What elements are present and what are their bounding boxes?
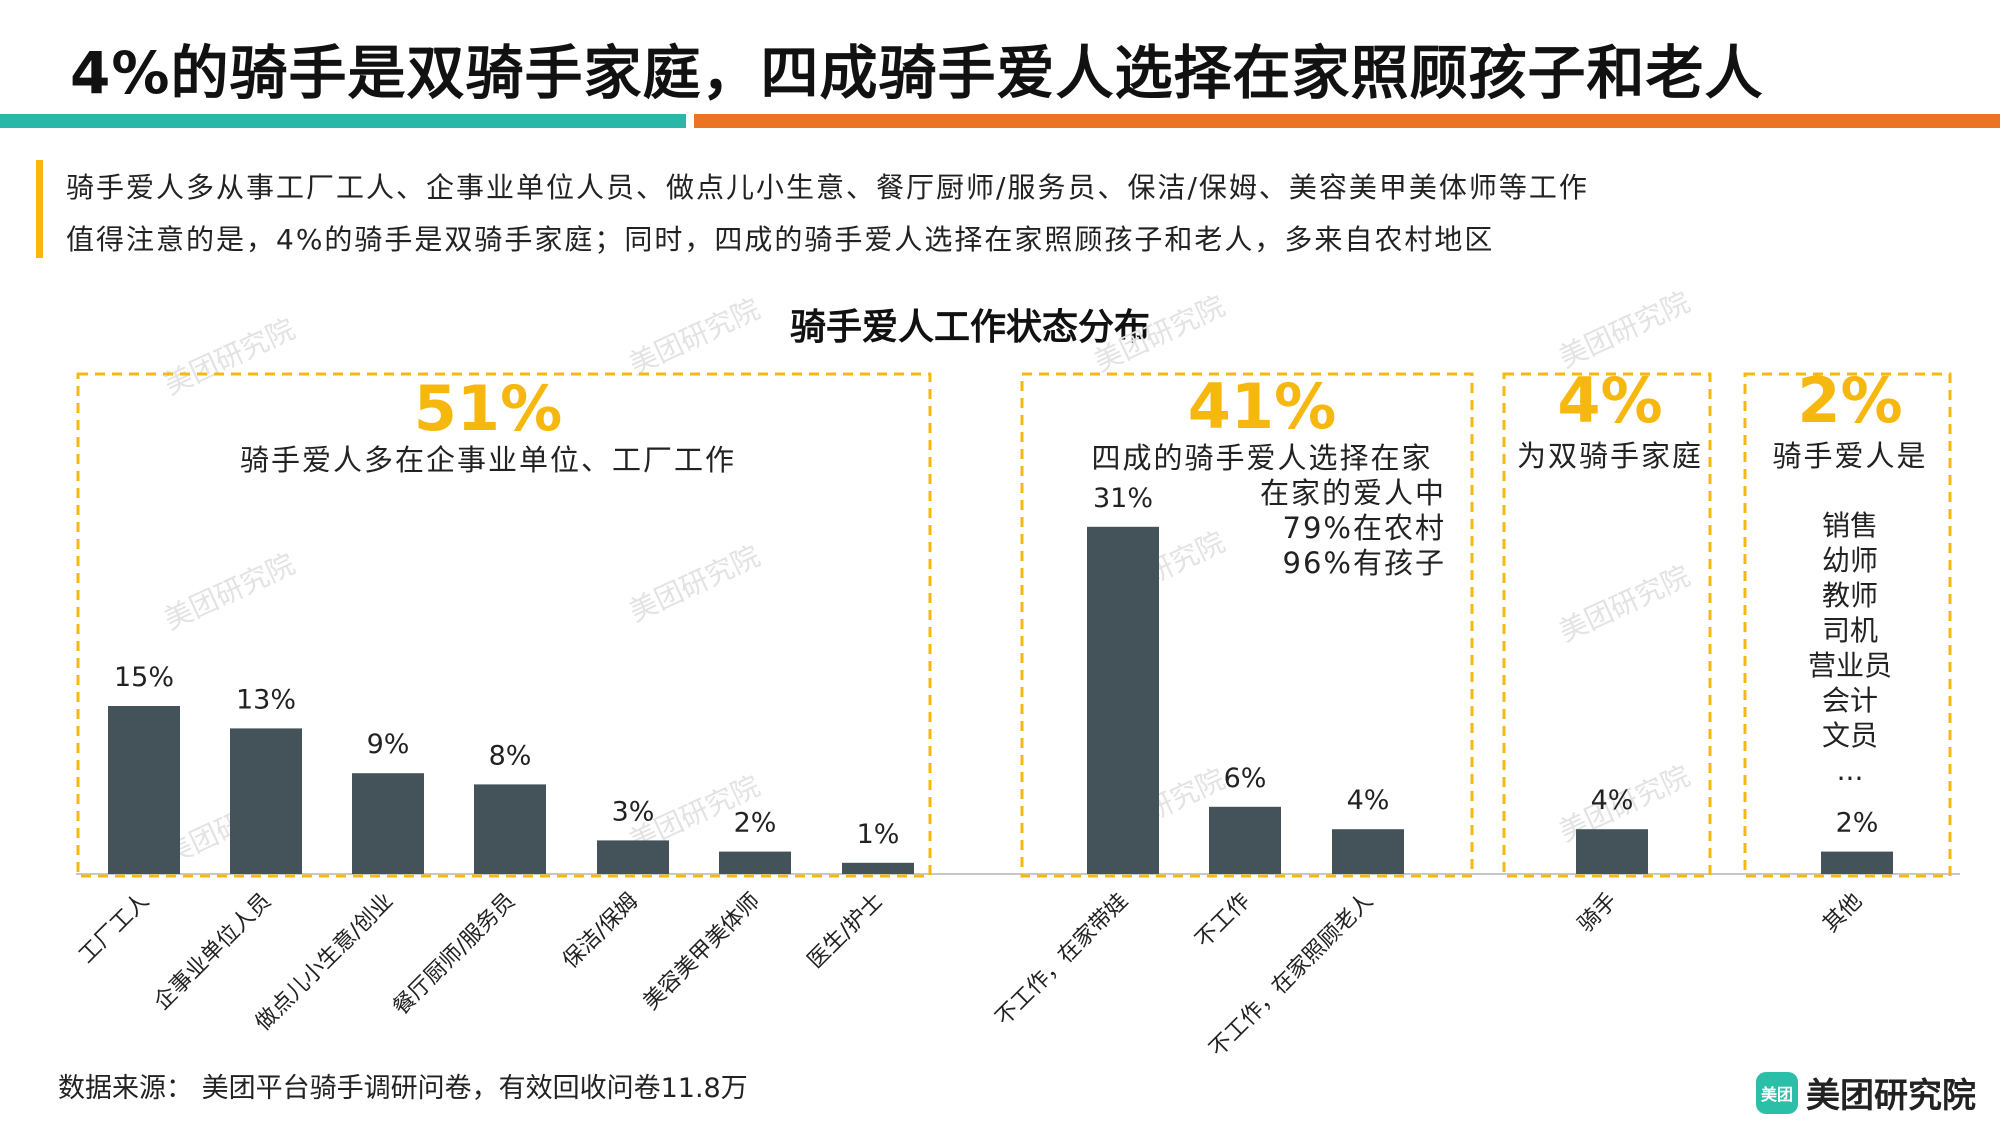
header-band-orange <box>694 114 2000 128</box>
other-job-6: 文员 <box>1822 719 1878 752</box>
data-label-0: 15% <box>114 662 174 693</box>
other-job-7: ... <box>1837 754 1864 787</box>
other-job-1: 幼师 <box>1822 544 1878 577</box>
bar-9 <box>1332 829 1404 874</box>
other-job-4: 营业员 <box>1808 649 1892 682</box>
group-caption-1-1: 在家的爱人中 <box>1260 476 1446 510</box>
category-label-0: 工厂工人 <box>74 889 154 969</box>
data-source: 数据来源： 美团平台骑手调研问卷，有效回收问卷11.8万 <box>58 1073 748 1104</box>
data-label-4: 3% <box>612 796 655 827</box>
bar-0 <box>108 706 180 874</box>
logo-text: 美团研究院 <box>1806 1076 1976 1116</box>
data-label-8: 6% <box>1224 763 1267 794</box>
group-caption-3-0: 骑手爱人是 <box>1772 439 1927 473</box>
bar-6 <box>842 862 914 874</box>
group-caption-1-2: 79%在农村 <box>1283 511 1446 545</box>
bar-10 <box>1576 829 1648 874</box>
category-label-6: 医生/护士 <box>803 889 888 974</box>
group-caption-1-3: 96%有孩子 <box>1283 546 1446 580</box>
group-caption-1-0: 四成的骑手爱人选择在家 <box>1091 441 1432 475</box>
chart-title: 骑手爱人工作状态分布 <box>789 307 1150 348</box>
group-big-value-0: 51% <box>414 372 562 445</box>
data-label-2: 9% <box>367 729 410 760</box>
data-label-7: 31% <box>1093 483 1153 514</box>
category-label-4: 保洁/保姆 <box>558 889 643 974</box>
watermark-text-2: 美团研究院 <box>1089 289 1230 378</box>
category-label-3: 餐厅厨师/服务员 <box>388 889 520 1021</box>
category-label-1: 企事业单位人员 <box>150 889 277 1016</box>
category-label-2: 做点儿小生意/创业 <box>251 889 398 1036</box>
watermark-text-1: 美团研究院 <box>624 292 765 381</box>
watermark-text-3: 美团研究院 <box>1554 285 1695 374</box>
category-label-8: 不工作 <box>1191 889 1255 953</box>
bar-2 <box>352 773 424 874</box>
other-job-5: 会计 <box>1822 684 1878 717</box>
watermark-text-5: 美团研究院 <box>624 539 765 628</box>
bar-5 <box>719 851 791 874</box>
logo: 美团 美团研究院 <box>1756 1068 1976 1117</box>
bar-8 <box>1209 806 1281 874</box>
summary-line-1: 骑手爱人多从事工厂工人、企事业单位人员、做点儿小生意、餐厅厨师/服务员、保洁/保… <box>66 171 1589 204</box>
watermark-text-4: 美团研究院 <box>159 547 300 636</box>
group-frame-0 <box>76 372 932 878</box>
data-label-10: 4% <box>1591 785 1634 816</box>
bar-7 <box>1087 526 1159 874</box>
page-title: 4%的骑手是双骑手家庭，四成骑手爱人选择在家照顾孩子和老人 <box>70 39 1764 107</box>
group-big-value-1: 41% <box>1188 370 1336 443</box>
category-label-5: 美容美甲美体师 <box>639 889 766 1016</box>
group-caption-2-0: 为双骑手家庭 <box>1517 439 1703 473</box>
group-frame-1 <box>1020 372 1474 878</box>
data-label-11: 2% <box>1836 808 1879 839</box>
group-frame-2 <box>1502 372 1712 878</box>
other-job-0: 销售 <box>1822 509 1878 542</box>
bar-3 <box>474 784 546 874</box>
bar-4 <box>597 840 669 874</box>
other-job-3: 司机 <box>1822 614 1878 647</box>
data-label-6: 1% <box>857 819 900 850</box>
summary-accent-bar <box>36 160 43 258</box>
group-big-value-3: 2% <box>1797 364 1902 437</box>
category-label-10: 骑手 <box>1573 889 1622 938</box>
data-label-9: 4% <box>1347 785 1390 816</box>
bar-11 <box>1821 851 1893 874</box>
category-label-7: 不工作，在家带娃 <box>991 889 1133 1031</box>
summary-line-2: 值得注意的是，4%的骑手是双骑手家庭；同时，四成的骑手爱人选择在家照顾孩子和老人… <box>66 223 1495 256</box>
data-label-5: 2% <box>734 808 777 839</box>
header-band-teal <box>0 114 686 128</box>
group-frame-3 <box>1743 372 1952 878</box>
logo-icon: 美团 <box>1756 1071 1798 1114</box>
watermark-text-7: 美团研究院 <box>1554 559 1695 648</box>
data-label-3: 8% <box>489 740 532 771</box>
group-big-value-2: 4% <box>1557 364 1662 437</box>
group-caption-0-0: 骑手爱人多在企事业单位、工厂工作 <box>240 443 736 477</box>
watermark-text-0: 美团研究院 <box>159 312 300 401</box>
data-label-1: 13% <box>236 684 296 715</box>
category-label-11: 其他 <box>1818 889 1867 938</box>
other-job-2: 教师 <box>1822 579 1878 612</box>
bar-1 <box>230 728 302 874</box>
